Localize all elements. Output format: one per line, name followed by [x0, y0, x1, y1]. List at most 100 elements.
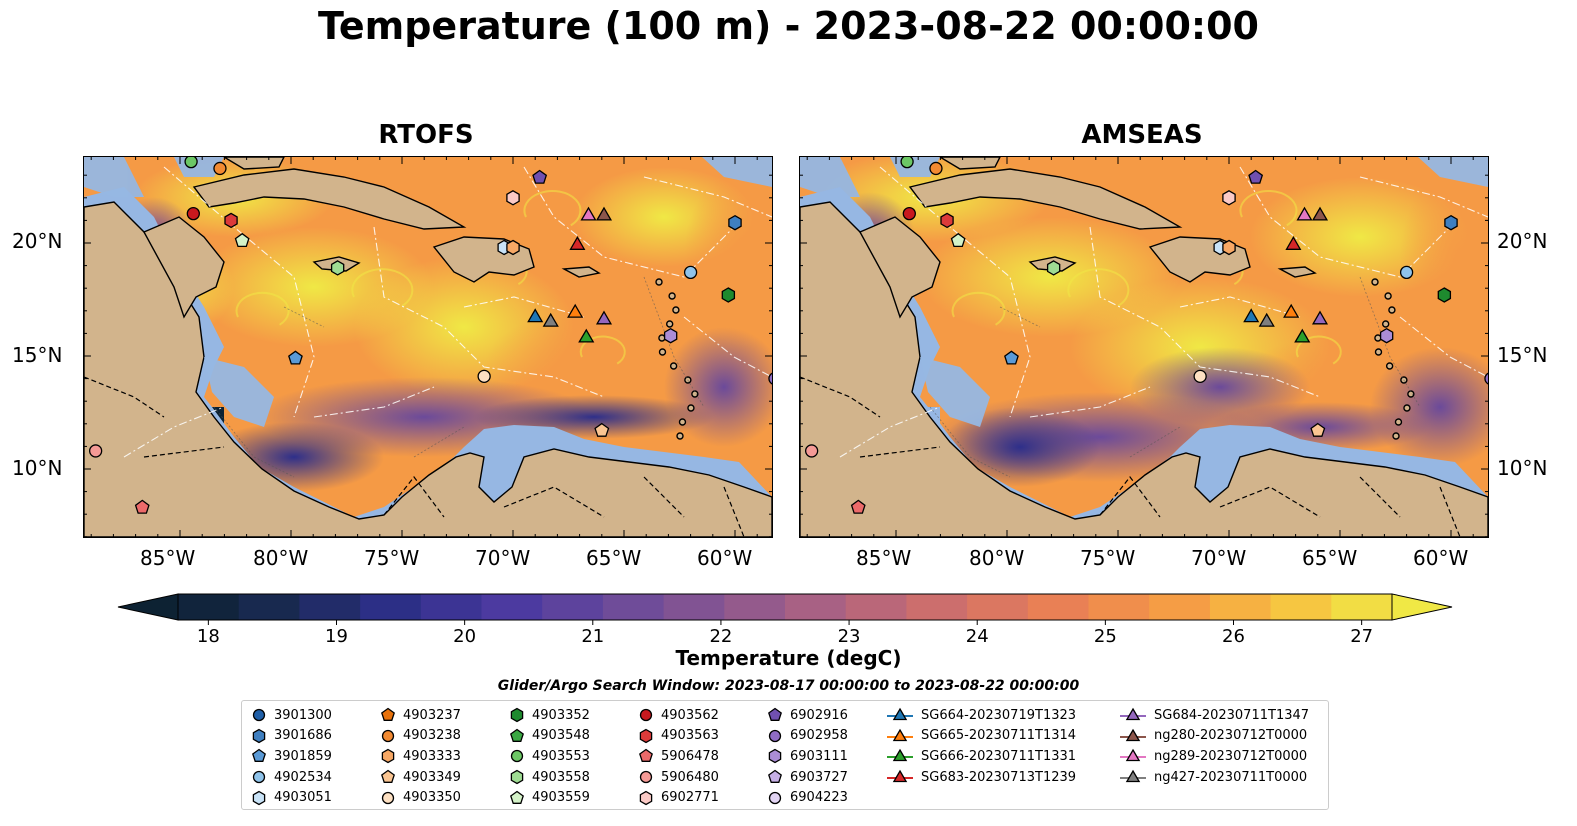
legend-symbol[interactable]	[768, 707, 782, 722]
legend-symbol[interactable]	[639, 770, 653, 784]
marker-4903563[interactable]	[224, 212, 238, 229]
legend-symbol[interactable]	[252, 770, 266, 784]
marker-4903333[interactable]	[506, 239, 520, 256]
marker-4903352[interactable]	[1437, 287, 1452, 303]
marker-5906478[interactable]	[134, 499, 150, 514]
marker-SG683-20230713T1239[interactable]	[1285, 235, 1302, 250]
legend-item-4903349[interactable]: 4903349	[381, 767, 461, 788]
marker-4903559[interactable]	[950, 232, 966, 248]
legend-symbol[interactable]	[639, 749, 653, 763]
marker-5906480[interactable]	[804, 444, 819, 458]
marker-6903111[interactable]	[1379, 327, 1394, 344]
marker-4903333[interactable]	[1222, 239, 1236, 256]
legend-symbol[interactable]	[252, 790, 266, 805]
legend-symbol[interactable]	[510, 750, 524, 763]
marker-5906478[interactable]	[850, 499, 866, 514]
legend-item-6904223[interactable]: 6904223	[768, 787, 848, 808]
marker-4903563[interactable]	[940, 212, 954, 229]
legend-item-ng280-20230712T0000[interactable]: ng280-20230712T0000	[1120, 726, 1309, 747]
legend-item-4903553[interactable]: 4903553	[510, 746, 590, 767]
legend-item-4903559[interactable]: 4903559	[510, 787, 590, 808]
legend-item-ng289-20230712T0000[interactable]: ng289-20230712T0000	[1120, 746, 1309, 767]
marker-3901859[interactable]	[288, 350, 303, 365]
marker-4903352[interactable]	[721, 287, 736, 303]
legend-item-3901300[interactable]: 3901300	[252, 705, 332, 726]
legend-item-4903548[interactable]: 4903548	[510, 726, 590, 747]
legend-item-6903111[interactable]: 6903111	[768, 746, 848, 767]
marker-4903350[interactable]	[477, 369, 491, 383]
legend-symbol[interactable]	[892, 708, 908, 721]
marker-ng280-20230712T0000[interactable]	[595, 206, 613, 221]
legend-item-4903563[interactable]: 4903563	[639, 726, 719, 747]
marker-ng289-20230712T0000[interactable]	[580, 206, 597, 221]
legend-symbol[interactable]	[252, 728, 266, 744]
legend-item-4903350[interactable]: 4903350	[381, 787, 461, 808]
legend-symbol[interactable]	[768, 729, 782, 743]
legend-symbol[interactable]	[1125, 749, 1141, 762]
marker-6902958[interactable]	[768, 372, 772, 385]
marker-SG664-20230719T1323[interactable]	[1243, 308, 1260, 323]
legend-item-SG683-20230713T1239[interactable]: SG683-20230713T1239	[887, 767, 1076, 788]
marker-SG664-20230719T1323[interactable]	[527, 308, 544, 323]
marker-4903553[interactable]	[900, 157, 914, 169]
legend-symbol[interactable]	[892, 749, 908, 762]
legend-item-4903051[interactable]: 4903051	[252, 787, 332, 808]
legend-symbol[interactable]	[381, 749, 395, 764]
legend-item-5906480[interactable]: 5906480	[639, 767, 719, 788]
legend-item-ng427-20230711T0000[interactable]: ng427-20230711T0000	[1120, 767, 1309, 788]
legend-symbol[interactable]	[252, 709, 266, 722]
legend-item-4903237[interactable]: 4903237	[381, 705, 461, 726]
marker-4903558[interactable]	[1046, 260, 1061, 276]
legend-symbol[interactable]	[510, 790, 524, 804]
marker-4903562[interactable]	[902, 206, 916, 221]
legend-item-6903727[interactable]: 6903727	[768, 767, 848, 788]
marker-6902771[interactable]	[506, 190, 520, 206]
marker-SG684-20230711T1347[interactable]	[1311, 310, 1329, 325]
map-panel-amseas[interactable]	[799, 156, 1489, 538]
marker-ng427-20230711T0000[interactable]	[542, 312, 559, 327]
legend-item-4903333[interactable]: 4903333	[381, 746, 461, 767]
marker-4902534[interactable]	[683, 265, 698, 280]
legend-symbol[interactable]	[510, 769, 524, 785]
marker-SG684-20230711T1347[interactable]	[595, 310, 613, 325]
legend-item-4903558[interactable]: 4903558	[510, 767, 590, 788]
marker-4902534[interactable]	[1399, 265, 1414, 280]
marker-ng427-20230711T0000[interactable]	[1258, 312, 1275, 327]
marker-6903111[interactable]	[663, 327, 678, 344]
legend-symbol[interactable]	[510, 708, 524, 723]
marker-4903238[interactable]	[213, 161, 227, 176]
legend-symbol[interactable]	[381, 791, 395, 804]
marker-4903349[interactable]	[594, 422, 610, 437]
marker-3901686[interactable]	[1444, 214, 1458, 231]
marker-SG665-20230711T1314[interactable]	[567, 303, 584, 318]
marker-SG666-20230711T1331[interactable]	[578, 328, 595, 343]
marker-6902916[interactable]	[1248, 169, 1264, 184]
legend-item-3901859[interactable]: 3901859	[252, 746, 332, 767]
marker-4903562[interactable]	[186, 206, 200, 221]
marker-4903238[interactable]	[929, 161, 943, 176]
legend-item-6902916[interactable]: 6902916	[768, 705, 848, 726]
legend-item-4903238[interactable]: 4903238	[381, 726, 461, 747]
marker-SG666-20230711T1331[interactable]	[1294, 328, 1311, 343]
map-panel-rtofs[interactable]	[83, 156, 773, 538]
marker-3901686[interactable]	[728, 214, 742, 231]
marker-4903559[interactable]	[234, 232, 250, 248]
legend-symbol[interactable]	[639, 728, 653, 744]
legend-item-SG666-20230711T1331[interactable]: SG666-20230711T1331	[887, 746, 1076, 767]
legend-symbol[interactable]	[892, 728, 908, 742]
marker-ng280-20230712T0000[interactable]	[1311, 206, 1329, 221]
legend-symbol[interactable]	[381, 707, 395, 722]
legend-symbol[interactable]	[639, 790, 653, 805]
legend-symbol[interactable]	[768, 791, 782, 804]
marker-SG665-20230711T1314[interactable]	[1283, 303, 1300, 318]
marker-3901859[interactable]	[1004, 350, 1019, 365]
legend-item-4903352[interactable]: 4903352	[510, 705, 590, 726]
legend-item-4903562[interactable]: 4903562	[639, 705, 719, 726]
legend-item-3901686[interactable]: 3901686	[252, 726, 332, 747]
legend-item-SG665-20230711T1314[interactable]: SG665-20230711T1314	[887, 726, 1076, 747]
legend-symbol[interactable]	[1125, 769, 1141, 783]
marker-4903553[interactable]	[184, 157, 198, 169]
legend-symbol[interactable]	[892, 769, 908, 783]
legend-item-6902958[interactable]: 6902958	[768, 726, 848, 747]
legend-symbol[interactable]	[1125, 728, 1141, 742]
